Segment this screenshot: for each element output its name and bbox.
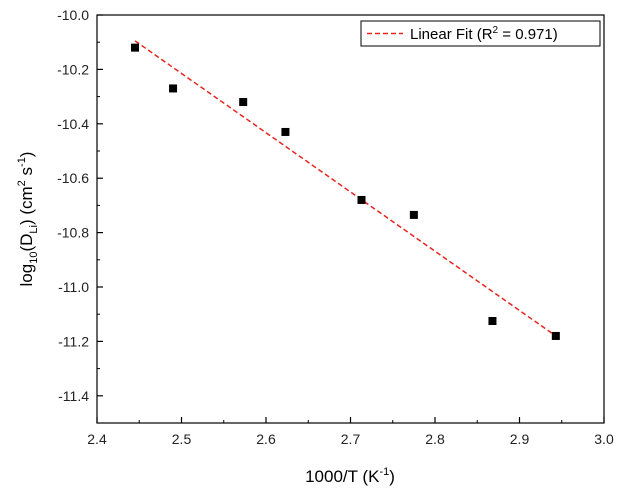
x-tick-label: 2.8 <box>425 431 445 447</box>
x-ticks: 2.4 2.5 2.6 2.7 2.8 2.9 3.0 <box>87 417 614 447</box>
y-axis-title-sub1: 10 <box>28 252 40 264</box>
points-layer <box>131 43 560 340</box>
y-axis-title-sup2: -1 <box>16 157 28 167</box>
legend: Linear Fit (R2 = 0.971) <box>360 20 601 47</box>
y-axis-title-p3: ) (cm <box>17 186 36 225</box>
plot-frame <box>96 14 605 424</box>
plot-frame-group <box>96 14 605 424</box>
legend-fit-label-sup: 2 <box>493 25 499 36</box>
legend-fit-label: Linear Fit (R2 = 0.971) <box>410 25 558 43</box>
y-axis-title: log10(DLi) (cm2 s-1) <box>16 152 40 287</box>
data-point <box>488 317 497 325</box>
x-tick-label: 2.7 <box>341 431 361 447</box>
x-axis-title-tail: ) <box>389 467 395 486</box>
x-axis-title-base: 1000/T (K <box>305 467 380 486</box>
x-axis-title-sup: -1 <box>379 466 389 478</box>
x-tick-label: 2.6 <box>256 431 276 447</box>
data-point <box>409 210 418 219</box>
y-tick-label: -10.4 <box>57 116 89 132</box>
y-axis-title-sub2: Li <box>28 225 40 234</box>
y-axis-title-p1: log <box>17 264 36 287</box>
y-axis-title-p2: (D <box>17 234 36 252</box>
x-tick-label: 2.5 <box>172 431 192 447</box>
fit-line <box>134 40 557 337</box>
x-tick-label: 3.0 <box>594 431 614 447</box>
y-axis-title-p4: s <box>17 167 36 180</box>
data-point <box>239 98 248 107</box>
x-tick-label: 2.4 <box>87 431 107 447</box>
y-tick-label: -11.0 <box>58 279 89 295</box>
data-point <box>131 43 140 52</box>
data-point <box>357 195 366 204</box>
data-point <box>281 127 290 136</box>
fit-layer <box>134 40 557 337</box>
y-tick-label: -11.2 <box>58 333 89 349</box>
y-tick-label: -10.2 <box>57 61 89 77</box>
y-axis-title-p5: ) <box>17 152 36 158</box>
data-point <box>551 331 560 340</box>
legend-fit-label-tail: = 0.971) <box>498 26 558 43</box>
y-tick-label: -10.0 <box>57 7 89 23</box>
y-ticks: -10.0 -10.2 -10.4 -10.6 -10.8 -11.0 -11.2 -11.4 <box>57 7 103 424</box>
legend-fit-label-base: Linear Fit (R <box>410 26 493 43</box>
y-tick-label: -10.6 <box>57 170 89 186</box>
y-tick-label: -10.8 <box>57 225 89 241</box>
x-axis-title: 1000/T (K-1) <box>305 466 395 486</box>
x-tick-label: 2.9 <box>510 431 530 447</box>
y-axis-title-sup1: 2 <box>16 180 28 186</box>
y-tick-label: -11.4 <box>58 388 89 404</box>
data-point <box>169 84 178 93</box>
